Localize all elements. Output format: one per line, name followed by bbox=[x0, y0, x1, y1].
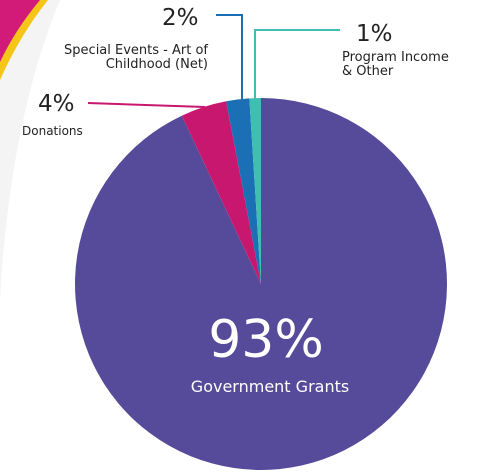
value-label: 93% bbox=[208, 310, 324, 370]
pie-slice bbox=[181, 101, 261, 284]
decor-shadow bbox=[0, 0, 60, 300]
category-label: Program Income & Other bbox=[342, 50, 449, 79]
pie-slice bbox=[75, 98, 448, 471]
decor-magenta bbox=[0, 0, 40, 62]
value-label: 2% bbox=[162, 5, 199, 31]
leader-line bbox=[87, 102, 206, 108]
value-label: 1% bbox=[356, 21, 393, 47]
category-label: Government Grants bbox=[190, 377, 350, 396]
value-label: 4% bbox=[38, 91, 75, 117]
leader-line bbox=[254, 29, 340, 100]
category-label: Donations bbox=[22, 124, 83, 138]
pie-slice bbox=[249, 98, 261, 284]
leader-line bbox=[216, 14, 243, 100]
pie-slice bbox=[226, 98, 261, 284]
category-label: Special Events - Art of Childhood (Net) bbox=[64, 43, 208, 72]
